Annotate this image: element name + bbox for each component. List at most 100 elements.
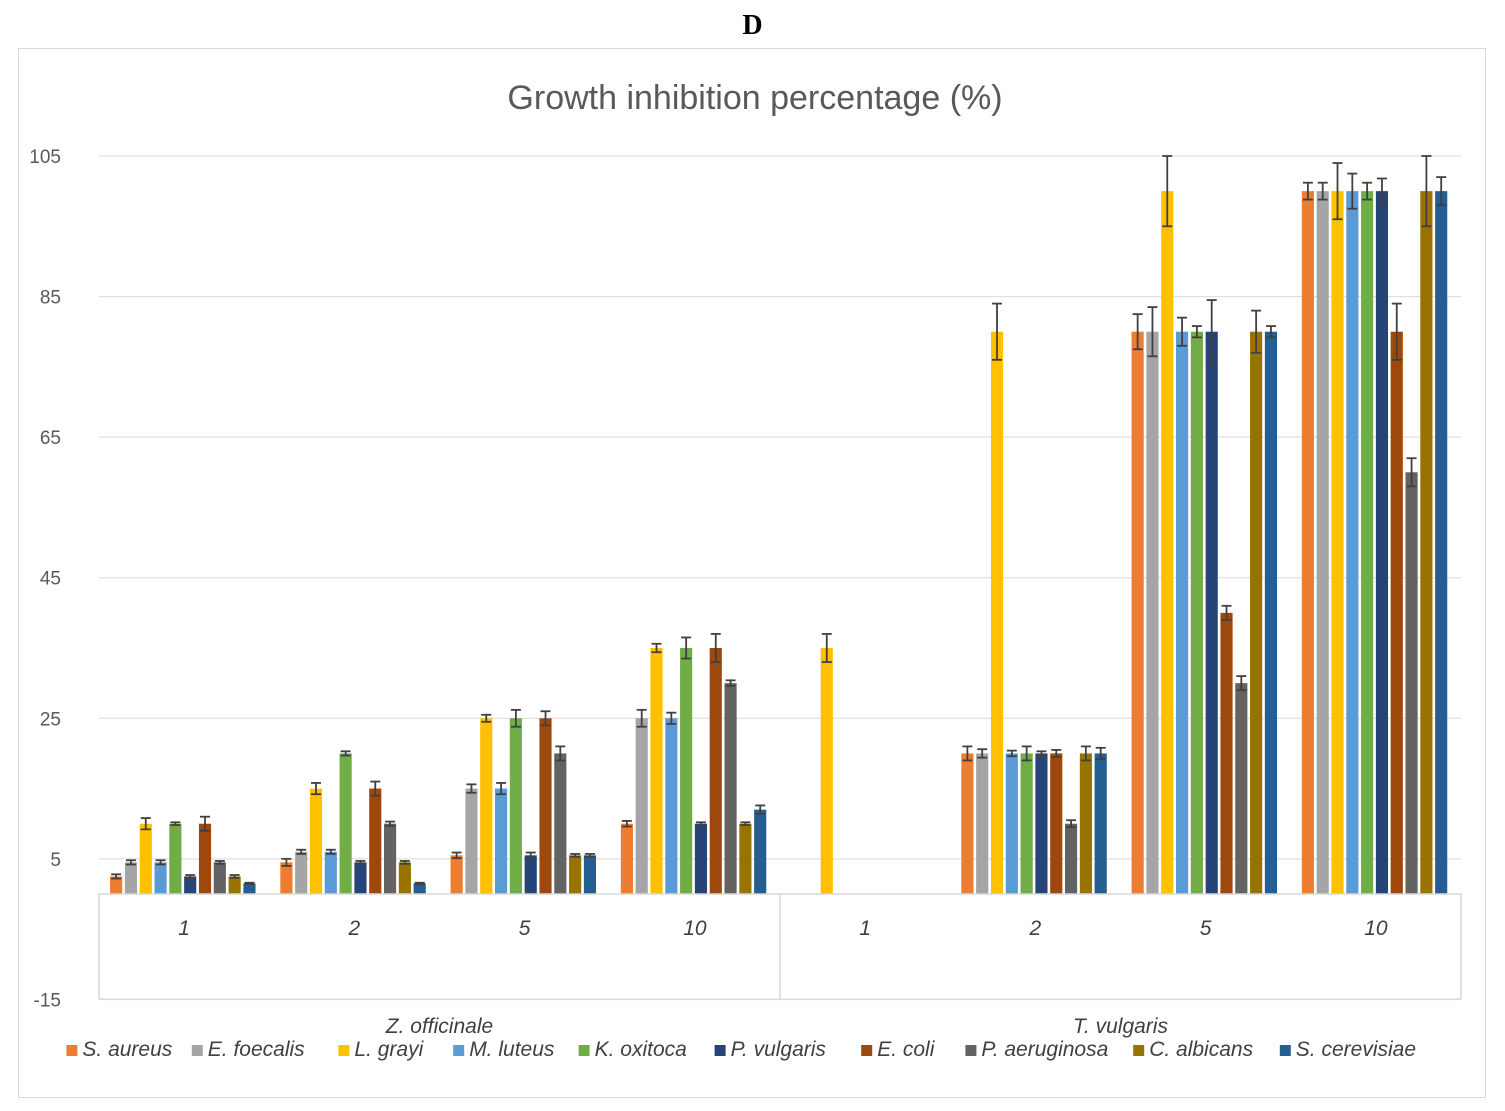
y-tick-label: 5 [50, 850, 61, 871]
bar [228, 876, 241, 894]
category-label: 2 [348, 917, 361, 940]
bar [961, 753, 974, 894]
bar [339, 753, 352, 894]
legend-label: C. albicans [1149, 1038, 1253, 1061]
legend-swatch [191, 1045, 203, 1056]
y-tick-label: 105 [29, 147, 61, 168]
bar [620, 823, 633, 894]
group-label: Z. officinale [385, 1015, 493, 1038]
bar [1361, 191, 1374, 895]
bar [724, 683, 737, 894]
legend-label: L. grayi [354, 1038, 424, 1061]
bar [1050, 753, 1063, 894]
bar [280, 862, 293, 894]
legend-label: E. foecalis [208, 1038, 305, 1061]
category-label: 5 [1200, 917, 1212, 940]
bar [665, 718, 678, 894]
group-label: T. vulgaris [1073, 1015, 1168, 1038]
bar [1176, 331, 1189, 894]
category-label: 1 [178, 917, 190, 940]
bar [1005, 753, 1018, 894]
bar [569, 855, 582, 894]
bar [1316, 191, 1329, 895]
bar [1405, 472, 1418, 894]
bar [1420, 191, 1433, 895]
bar [184, 876, 197, 894]
bars [110, 191, 1448, 895]
legend-swatch [578, 1045, 590, 1056]
legend-swatch [1279, 1045, 1291, 1056]
bar [1094, 753, 1107, 894]
bar [124, 862, 138, 894]
bar [524, 855, 537, 894]
bar [398, 862, 411, 894]
bar [990, 331, 1004, 894]
legend-label: S. cerevisiae [1296, 1038, 1416, 1061]
bar [110, 876, 123, 894]
bar [1205, 331, 1218, 894]
y-tick-label: -15 [34, 990, 61, 1011]
category-label: 2 [1029, 917, 1042, 940]
bar [139, 823, 152, 894]
legend-label: P. aeruginosa [981, 1038, 1108, 1061]
bar [243, 883, 256, 894]
bar [465, 788, 478, 894]
legend-swatch [965, 1045, 977, 1056]
bar [1220, 612, 1233, 894]
legend-label: M. luteus [469, 1038, 555, 1061]
bar [1190, 331, 1203, 894]
bar [154, 862, 167, 894]
category-label: 10 [683, 917, 707, 940]
category-label: 10 [1364, 917, 1388, 940]
bar [1250, 331, 1263, 894]
bar [754, 809, 767, 894]
panel-label: D [742, 10, 763, 41]
y-axis: 105 85 65 45 25 5 -15 [29, 147, 61, 1011]
bar [1235, 683, 1248, 894]
legend: S. aureus E. foecalis L. grayi M. luteus K. … [66, 1038, 1416, 1061]
bar [1131, 331, 1144, 894]
bar [539, 718, 552, 894]
bar [554, 753, 567, 894]
legend-label: E. coli [877, 1038, 936, 1061]
bar [1161, 191, 1174, 895]
bar [509, 718, 522, 894]
bar [680, 648, 693, 894]
category-axis: 1 2 5 10 Z. officinale 1 2 5 10 T. vulgaris [98, 893, 1462, 1038]
bar [1079, 753, 1092, 894]
bar [1331, 191, 1344, 895]
bar [1435, 191, 1448, 895]
bar [694, 823, 708, 894]
error-bars [111, 155, 1447, 886]
y-tick-label: 85 [40, 288, 61, 309]
bar [1264, 331, 1278, 894]
bar [1020, 753, 1033, 894]
bar [354, 862, 367, 894]
legend-swatch [714, 1045, 726, 1056]
bar [480, 718, 493, 894]
legend-swatch [338, 1045, 350, 1056]
bar [1064, 823, 1078, 894]
legend-swatch [1133, 1045, 1145, 1056]
bar [976, 753, 989, 894]
bar [1375, 191, 1389, 895]
bar [213, 862, 226, 894]
y-tick-label: 25 [40, 709, 61, 730]
bar [450, 855, 463, 894]
bar [1035, 753, 1048, 894]
bar [383, 823, 397, 894]
bar [198, 823, 212, 894]
bar [1346, 191, 1359, 895]
bar [324, 851, 337, 894]
legend-label: P. vulgaris [731, 1038, 827, 1061]
chart-frame: Growth inhibition percentage (%) 105 85 65… [18, 48, 1486, 1098]
bar-chart: Growth inhibition percentage (%) 1058565… [29, 79, 1462, 1061]
y-tick-label: 45 [40, 569, 61, 590]
bar [413, 883, 426, 894]
bar [309, 788, 323, 894]
bar [709, 648, 722, 894]
bar [1301, 191, 1314, 895]
y-tick-label: 65 [40, 428, 61, 449]
category-label: 5 [519, 917, 531, 940]
bar [495, 788, 508, 894]
